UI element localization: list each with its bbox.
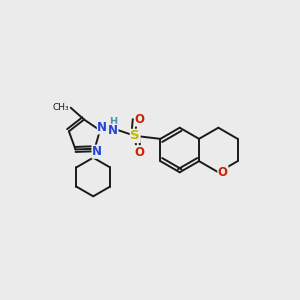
Text: O: O [135, 113, 145, 126]
Text: S: S [130, 129, 140, 142]
Text: N: N [108, 124, 118, 137]
Text: O: O [218, 166, 228, 179]
Text: N: N [92, 145, 102, 158]
Text: CH₃: CH₃ [52, 103, 69, 112]
Text: O: O [135, 146, 145, 159]
Text: H: H [109, 117, 117, 127]
Text: N: N [98, 121, 107, 134]
